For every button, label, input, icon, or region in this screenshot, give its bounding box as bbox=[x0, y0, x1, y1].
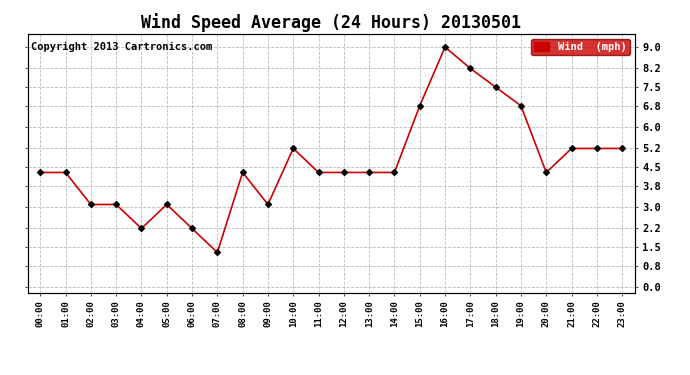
Text: Copyright 2013 Cartronics.com: Copyright 2013 Cartronics.com bbox=[30, 42, 212, 51]
Legend: Wind  (mph): Wind (mph) bbox=[531, 39, 629, 56]
Title: Wind Speed Average (24 Hours) 20130501: Wind Speed Average (24 Hours) 20130501 bbox=[141, 13, 521, 32]
